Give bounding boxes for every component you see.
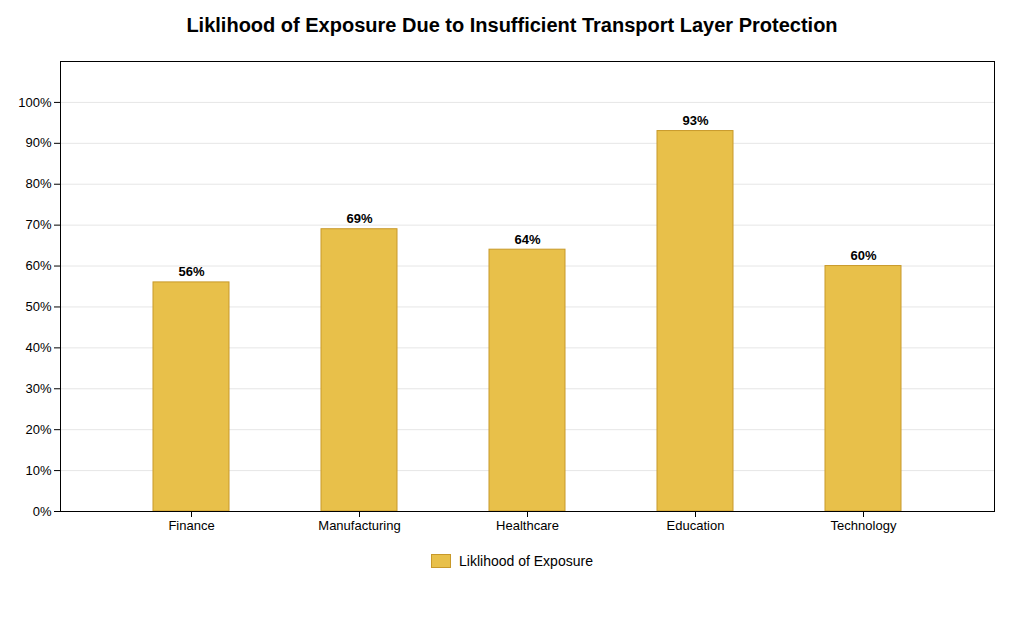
html-text:Liklihood of Exposure: Liklihood of Exposure	[459, 553, 593, 569]
svg-text:64%: 64%	[514, 232, 540, 247]
svg-text:Healthcare: Healthcare	[496, 518, 559, 533]
svg-text:30%: 30%	[25, 381, 51, 396]
svg-text:93%: 93%	[682, 113, 708, 128]
svg-text:50%: 50%	[25, 299, 51, 314]
svg-text:20%: 20%	[25, 422, 51, 437]
svg-text:Education: Education	[667, 518, 725, 533]
svg-text:60%: 60%	[850, 248, 876, 263]
html-text:Liklihood of Exposure Due to I: Liklihood of Exposure Due to Insufficien…	[186, 14, 838, 36]
svg-text:Manufacturing: Manufacturing	[318, 518, 400, 533]
svg-text:56%: 56%	[178, 264, 204, 279]
svg-text:90%: 90%	[25, 135, 51, 150]
svg-text:10%: 10%	[25, 463, 51, 478]
svg-text:69%: 69%	[346, 211, 372, 226]
svg-text:60%: 60%	[25, 258, 51, 273]
svg-text:80%: 80%	[25, 176, 51, 191]
svg-text:100%: 100%	[18, 95, 52, 110]
svg-text:Finance: Finance	[168, 518, 214, 533]
svg-text:0%: 0%	[33, 504, 52, 519]
svg-text:Technology: Technology	[831, 518, 897, 533]
svg-text:70%: 70%	[25, 217, 51, 232]
svg-text:40%: 40%	[25, 340, 51, 355]
